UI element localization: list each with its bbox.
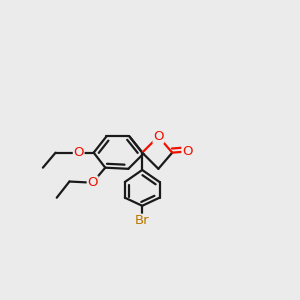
- Text: O: O: [74, 146, 84, 159]
- Text: Br: Br: [135, 214, 149, 227]
- Text: O: O: [87, 176, 98, 189]
- Text: O: O: [182, 145, 193, 158]
- Text: O: O: [153, 130, 164, 143]
